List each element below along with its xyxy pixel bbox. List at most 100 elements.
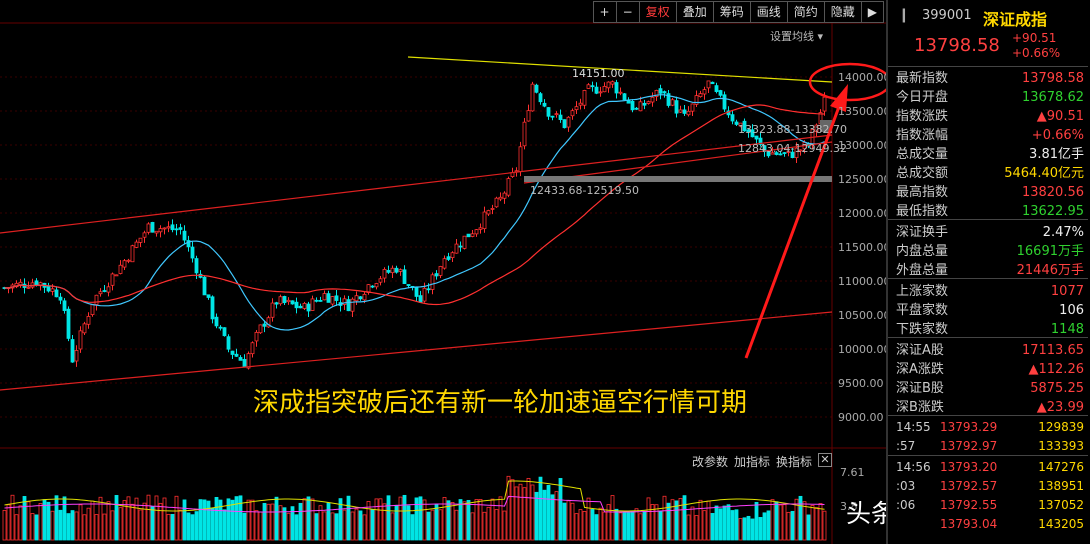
switch-indicator-button[interactable]: 换指标 xyxy=(776,455,813,469)
candle-body xyxy=(74,350,79,362)
candle-body xyxy=(578,102,583,106)
zoom-out-button[interactable]: − xyxy=(617,2,640,22)
kline-chart-svg[interactable] xyxy=(0,0,886,544)
volume-bar xyxy=(542,489,547,541)
volume-bar xyxy=(170,513,175,541)
gap-band xyxy=(524,176,832,182)
candle-body xyxy=(94,294,99,305)
stat-row: 指数涨幅 +0.66% xyxy=(888,126,1088,145)
quote-price-block: 13798.58 +90.51 +0.66% xyxy=(894,31,1088,61)
volume-bar xyxy=(402,494,407,541)
volume-bar xyxy=(762,512,767,541)
trend-line xyxy=(0,311,833,391)
ma-line xyxy=(4,104,825,306)
candle-body xyxy=(666,93,671,106)
candle-body xyxy=(106,286,111,293)
candle-body xyxy=(690,103,695,112)
volume-bar xyxy=(654,504,659,541)
candle-body xyxy=(434,273,439,277)
volume-bar xyxy=(738,518,743,541)
volume-bar xyxy=(2,509,7,541)
draw-line-button[interactable]: 画线 xyxy=(751,2,788,22)
divider xyxy=(888,66,1088,67)
ma-settings-link[interactable]: 设置均线 ▾ xyxy=(770,30,824,43)
volume-bar xyxy=(414,497,419,541)
volume-ma-line xyxy=(4,480,825,512)
candle-body xyxy=(674,100,679,114)
gap-label-1: 12433.68-12519.50 xyxy=(530,184,639,197)
volume-bar xyxy=(350,511,355,541)
volume-bar xyxy=(498,496,503,541)
volume-bar xyxy=(382,503,387,541)
candle-body xyxy=(206,294,211,298)
price-change-pct: +0.66% xyxy=(1012,46,1061,60)
candle-body xyxy=(262,323,267,327)
candle-body xyxy=(50,288,55,292)
volume-bar xyxy=(314,513,319,541)
candle-body xyxy=(562,119,567,129)
candle-body xyxy=(58,296,63,301)
candle-body xyxy=(662,91,667,94)
volume-bar xyxy=(114,495,119,541)
volume-bar xyxy=(410,514,415,541)
close-indicator-icon[interactable]: ✕ xyxy=(818,453,832,467)
candle-body xyxy=(66,308,71,339)
candle-body xyxy=(518,146,523,172)
add-indicator-button[interactable]: 加指标 xyxy=(734,455,771,469)
stat-row: 总成交量 3.81亿手 xyxy=(888,145,1088,164)
volume-bar xyxy=(430,509,435,541)
chip-button[interactable]: 筹码 xyxy=(714,2,751,22)
back-arrow-icon[interactable]: ❙ xyxy=(898,7,910,23)
divider xyxy=(888,337,1088,338)
volume-bar xyxy=(514,486,519,541)
candle-body xyxy=(626,100,631,104)
edit-params-button[interactable]: 改参数 xyxy=(692,455,729,469)
annotation-arrow xyxy=(744,103,842,359)
candle-body xyxy=(522,121,527,147)
zoom-in-button[interactable]: + xyxy=(594,2,617,22)
volume-bar xyxy=(58,509,63,541)
candle-body xyxy=(650,96,655,103)
candle-body xyxy=(258,324,263,334)
volume-bar xyxy=(246,499,251,541)
candle-body xyxy=(430,274,435,290)
volume-bar xyxy=(158,502,163,541)
volume-bar xyxy=(702,510,707,541)
quote-panel: ❙ 399001 深证成指 13798.58 +90.51 +0.66% 最新指… xyxy=(886,0,1090,544)
volume-bar xyxy=(54,495,59,541)
candle-body xyxy=(162,227,167,230)
volume-bar xyxy=(554,491,559,541)
highlight-circle xyxy=(808,62,886,102)
volume-bar xyxy=(454,509,459,541)
hide-button[interactable]: 隐藏 xyxy=(825,2,862,22)
candle-body xyxy=(642,102,647,106)
simple-button[interactable]: 简约 xyxy=(788,2,825,22)
overlay-button[interactable]: 叠加 xyxy=(677,2,714,22)
stat-row: 深证换手 2.47% xyxy=(888,223,1088,242)
volume-bar xyxy=(214,496,219,541)
stat-row: 最低指数 13622.95 xyxy=(888,202,1088,221)
candle-body xyxy=(622,93,627,101)
volume-bar xyxy=(330,512,335,541)
volume-bar xyxy=(506,475,511,541)
candle-body xyxy=(686,110,691,116)
tick-time: :06 xyxy=(896,498,916,512)
candle-body xyxy=(682,109,687,114)
candle-body xyxy=(702,89,707,95)
tick-volume: 147276 xyxy=(1038,460,1084,474)
candle-body xyxy=(278,296,283,305)
volume-bar xyxy=(434,504,439,541)
candle-body xyxy=(718,90,723,96)
tick-price: 13793.20 xyxy=(940,460,998,474)
kline-chart-area[interactable]: + − 复权 叠加 筹码 画线 简约 隐藏 ▶ 设置均线 ▾ 14151.00 … xyxy=(0,0,886,544)
volume-bar xyxy=(722,505,727,541)
candle-body xyxy=(482,211,487,230)
adjust-button[interactable]: 复权 xyxy=(640,2,677,22)
tick-volume: 143205 xyxy=(1038,517,1084,531)
volume-bar xyxy=(462,501,467,541)
volume-bar xyxy=(390,512,395,541)
candle-body xyxy=(370,285,375,288)
collapse-panel-button[interactable]: ▶ xyxy=(867,5,877,19)
candle-body xyxy=(542,102,547,107)
volume-bar xyxy=(510,479,515,541)
